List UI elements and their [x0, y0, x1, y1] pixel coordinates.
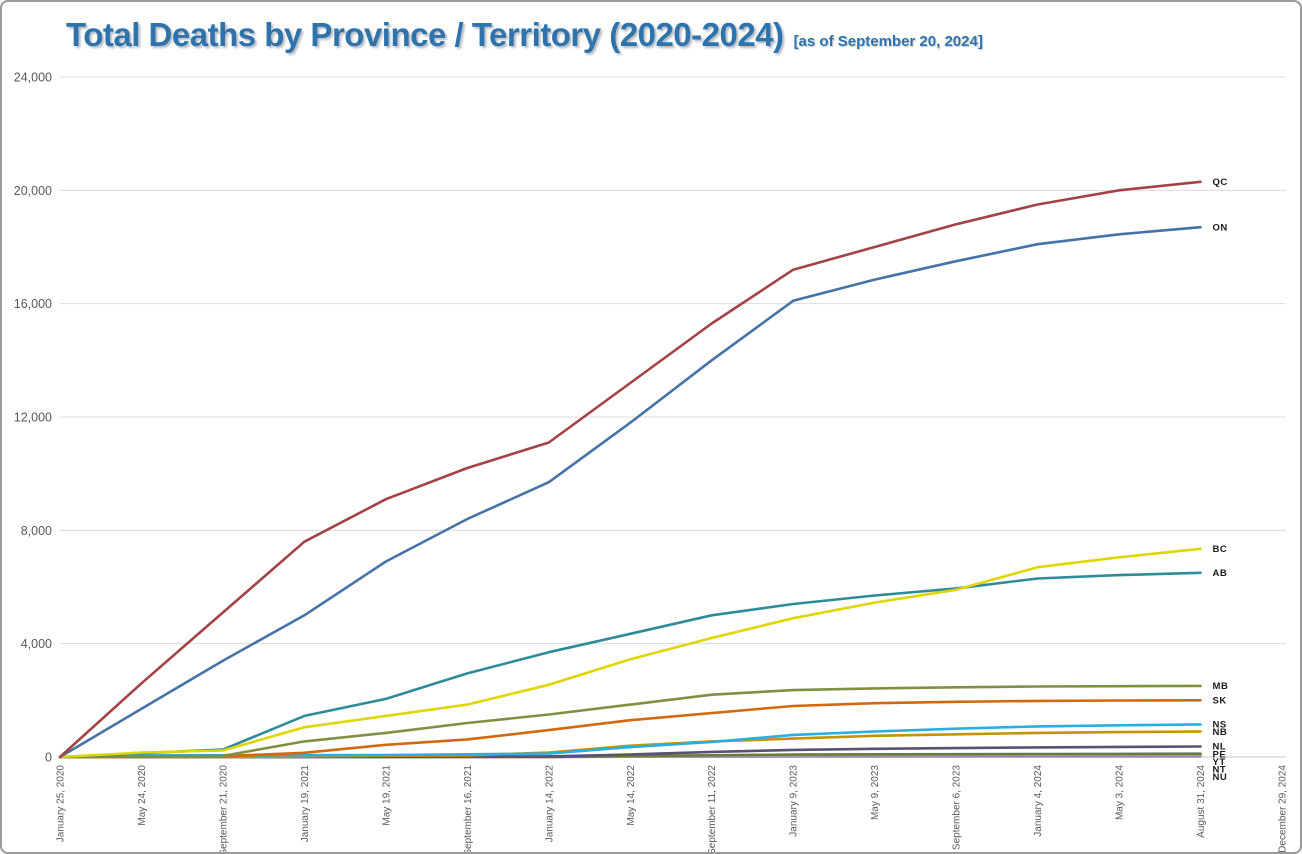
y-axis-tick-label: 24,000	[14, 71, 52, 85]
series-line-SK	[58, 698, 1202, 759]
series-label-MB: MB	[1213, 681, 1229, 692]
chart-title: Total Deaths by Province / Territory (20…	[66, 16, 784, 53]
series-line-AB	[58, 571, 1202, 759]
y-axis-tick-label: 12,000	[14, 411, 52, 425]
x-axis-tick-label: September 21, 2020	[218, 765, 229, 854]
x-axis-tick-label: August 31, 2024	[1196, 765, 1207, 838]
series-label-ON: ON	[1213, 222, 1228, 233]
series-label-NL: NL	[1213, 742, 1227, 753]
x-axis-tick-label: May 24, 2020	[137, 765, 148, 826]
series-label-AB: AB	[1213, 568, 1228, 579]
series-label-BC: BC	[1213, 544, 1228, 555]
x-axis-tick-label: January 9, 2023	[789, 765, 800, 837]
series-line-BC	[58, 547, 1202, 759]
x-axis-tick-label: January 4, 2024	[1033, 765, 1044, 837]
series-label-PE: PE	[1213, 749, 1227, 760]
y-axis-tick-label: 0	[45, 751, 52, 765]
y-axis-tick-label: 20,000	[14, 184, 52, 198]
series-label-NU: NU	[1213, 772, 1228, 783]
chart-subtitle: [as of September 20, 2024]	[793, 33, 983, 50]
y-axis-tick-label: 8,000	[21, 524, 52, 538]
series-label-NB: NB	[1213, 727, 1228, 738]
y-axis-tick-label: 4,000	[21, 637, 52, 651]
y-axis-tick-label: 16,000	[14, 297, 52, 311]
series-label-NT: NT	[1213, 765, 1227, 776]
chart-header: Total Deaths by Province / Territory (20…	[66, 16, 983, 54]
x-axis-tick-label: December 29, 2024	[1278, 765, 1289, 853]
series-line-NB	[58, 730, 1202, 759]
x-axis-tick-label: May 3, 2024	[1115, 765, 1126, 820]
series-line-NS	[58, 723, 1202, 759]
x-axis-tick-label: May 19, 2021	[381, 765, 392, 826]
series-label-NS: NS	[1213, 720, 1227, 731]
series-line-MB	[58, 684, 1202, 759]
x-axis-tick-label: September 16, 2021	[463, 765, 474, 854]
x-axis-tick-label: September 6, 2023	[952, 765, 963, 850]
x-axis-tick-label: May 9, 2023	[870, 765, 881, 820]
x-axis-tick-label: January 19, 2021	[300, 765, 311, 843]
series-label-YT: YT	[1213, 757, 1226, 768]
x-axis-tick-label: January 25, 2020	[56, 765, 67, 843]
series-label-SK: SK	[1213, 696, 1227, 707]
series-line-ON	[58, 225, 1202, 759]
series-label-QC: QC	[1213, 177, 1228, 188]
x-axis-tick-label: September 11, 2022	[707, 765, 718, 854]
x-axis-tick-label: January 14, 2022	[544, 765, 555, 843]
x-axis-tick-label: May 14, 2022	[626, 765, 637, 826]
series-line-QC	[58, 180, 1202, 759]
